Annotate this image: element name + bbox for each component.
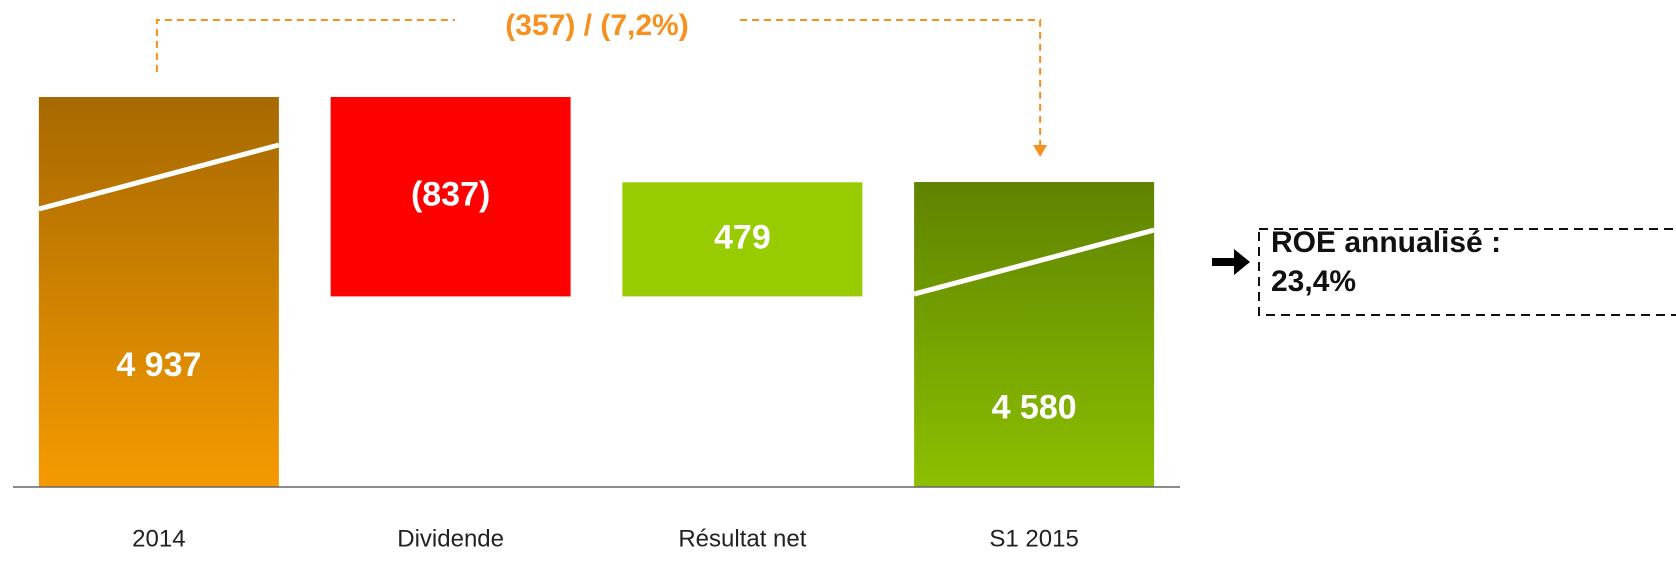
value-label: 4 937 <box>116 346 201 384</box>
value-label: 4 580 <box>992 389 1077 427</box>
callout-line: 23,4% <box>1271 265 1356 298</box>
axis-break <box>913 227 1155 297</box>
value-label: (837) <box>411 176 490 214</box>
arrow-icon <box>1212 249 1250 275</box>
bar <box>622 182 863 297</box>
axis-break <box>38 142 280 212</box>
bar <box>330 97 571 297</box>
callout: ROE annualisé : 23,4% <box>1212 226 1676 316</box>
annotation-bracket <box>155 19 1042 148</box>
annotation-arrowhead <box>1033 145 1048 157</box>
callout-box <box>1258 228 1676 316</box>
annotation: (357) / (7,2%) <box>505 9 688 42</box>
x-tick-label: Dividende <box>397 525 504 552</box>
x-tick-label: Résultat net <box>678 525 806 552</box>
value-label: 479 <box>714 218 771 256</box>
bar-shade <box>38 97 279 488</box>
callout-line: ROE annualisé : <box>1271 226 1501 259</box>
x-tick-label: S1 2015 <box>989 525 1078 552</box>
bar-shade <box>914 182 1155 487</box>
x-tick-label: 2014 <box>132 525 185 552</box>
